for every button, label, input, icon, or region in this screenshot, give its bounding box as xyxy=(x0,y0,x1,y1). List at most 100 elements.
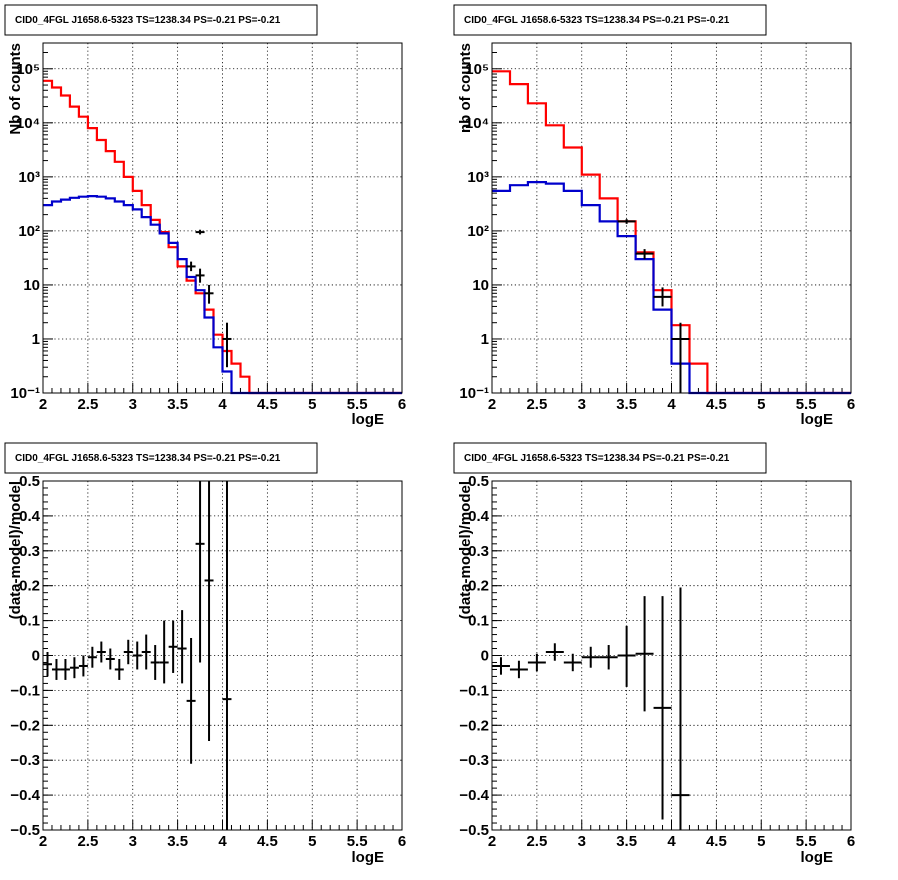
data-point xyxy=(195,268,205,283)
y-tick-label: −0.5 xyxy=(459,822,489,839)
data-point xyxy=(150,645,160,680)
plot-frame xyxy=(491,42,852,394)
y-axis-label: (data-model)/model xyxy=(7,481,24,619)
data-point xyxy=(141,634,151,670)
x-axis-label: logE xyxy=(352,849,385,866)
y-tick-label: −0.5 xyxy=(10,822,40,839)
data-point xyxy=(545,643,564,661)
y-tick-label: 1 xyxy=(32,331,40,348)
y-tick-label: −0.3 xyxy=(459,752,489,769)
model-source-histogram xyxy=(492,181,851,395)
data-point xyxy=(69,657,79,679)
y-tick-label: 0.2 xyxy=(468,578,489,595)
y-tick-label: 10⁴ xyxy=(465,115,489,132)
y-tick-label: 10² xyxy=(18,223,40,240)
tick-marks xyxy=(491,480,852,831)
x-tick-label: 3.5 xyxy=(167,396,188,413)
x-tick-label: 2.5 xyxy=(526,396,547,413)
x-tick-label: 4 xyxy=(667,396,676,413)
data-points xyxy=(492,587,690,830)
chart-title-box: CID0_4FGL J1658.6-5323 TS=1238.34 PS=-0.… xyxy=(4,442,318,474)
data-point xyxy=(60,658,70,680)
y-tick-label: 10³ xyxy=(467,169,489,186)
grid-lines xyxy=(43,43,402,393)
chart-title: CID0_4FGL J1658.6-5323 TS=1238.34 PS=-0.… xyxy=(464,15,730,26)
y-tick-label: 10 xyxy=(23,277,40,294)
x-tick-label: 2.5 xyxy=(77,833,98,850)
x-tick-label: 3.5 xyxy=(616,833,637,850)
x-tick-label: 5 xyxy=(308,833,316,850)
data-point xyxy=(222,322,232,368)
x-tick-label: 6 xyxy=(847,833,855,850)
x-tick-label: 4.5 xyxy=(257,833,278,850)
data-point xyxy=(78,655,88,677)
x-tick-label: 3 xyxy=(129,396,137,413)
data-point xyxy=(527,653,546,672)
x-tick-label: 3 xyxy=(578,833,586,850)
x-axis-label: logE xyxy=(801,411,834,428)
x-tick-label: 5.5 xyxy=(347,396,368,413)
y-tick-label: 10⁻¹ xyxy=(10,385,40,402)
y-tick-label: −0.2 xyxy=(459,717,489,734)
data-point xyxy=(653,596,672,820)
y-tick-label: 0.1 xyxy=(468,613,489,630)
data-point xyxy=(671,322,690,393)
chart-panel-4: CID0_4FGL J1658.6-5323 TS=1238.34 PS=-0.… xyxy=(453,442,855,866)
data-point xyxy=(168,620,178,673)
y-tick-label: 0.5 xyxy=(468,473,489,490)
plot-frame xyxy=(42,480,403,831)
y-axis-label: nb of counts xyxy=(457,43,474,133)
data-point xyxy=(43,652,52,677)
y-tick-label: 10⁵ xyxy=(465,61,489,78)
y-tick-label: 1 xyxy=(481,331,489,348)
x-tick-label: 3 xyxy=(578,396,586,413)
data-point xyxy=(492,657,510,675)
y-axis-label: (data-model)/model xyxy=(457,481,474,619)
chart-title-box: CID0_4FGL J1658.6-5323 TS=1238.34 PS=-0.… xyxy=(4,4,318,36)
y-tick-label: 0 xyxy=(481,648,489,665)
y-tick-label: 0.5 xyxy=(19,473,40,490)
x-tick-label: 6 xyxy=(398,396,406,413)
grid-lines xyxy=(43,481,402,830)
y-tick-label: 10² xyxy=(467,223,489,240)
chart-title: CID0_4FGL J1658.6-5323 TS=1238.34 PS=-0.… xyxy=(15,453,281,464)
x-tick-label: 5 xyxy=(757,396,765,413)
grid-lines xyxy=(492,481,851,830)
chart-title: CID0_4FGL J1658.6-5323 TS=1238.34 PS=-0.… xyxy=(15,15,281,26)
data-point xyxy=(132,641,142,670)
data-point xyxy=(204,284,214,304)
x-tick-label: 4 xyxy=(218,396,227,413)
chart-title: CID0_4FGL J1658.6-5323 TS=1238.34 PS=-0.… xyxy=(464,453,730,464)
data-point xyxy=(509,660,528,679)
y-tick-label: 0.2 xyxy=(19,578,40,595)
plot-frame xyxy=(491,480,852,831)
x-axis-label: logE xyxy=(801,849,834,866)
x-tick-label: 2 xyxy=(39,833,47,850)
data-point xyxy=(617,625,636,687)
data-point xyxy=(123,639,133,665)
plot-frame xyxy=(42,42,403,394)
data-point xyxy=(222,481,232,830)
y-tick-label: 0 xyxy=(32,648,40,665)
x-tick-label: 5 xyxy=(308,396,316,413)
data-point xyxy=(671,587,690,830)
y-tick-label: 10 xyxy=(472,277,489,294)
data-point xyxy=(653,287,672,307)
data-point xyxy=(635,249,654,260)
data-points xyxy=(186,229,232,368)
y-tick-label: 0.4 xyxy=(19,508,41,525)
data-point xyxy=(635,596,654,712)
data-point xyxy=(96,641,106,663)
x-tick-label: 4.5 xyxy=(706,833,727,850)
y-axis-label: Nb of counts xyxy=(7,43,24,135)
chart-panel-3: CID0_4FGL J1658.6-5323 TS=1238.34 PS=-0.… xyxy=(4,442,406,866)
data-point xyxy=(195,481,205,663)
x-tick-label: 3.5 xyxy=(616,396,637,413)
y-tick-label: 0.1 xyxy=(19,613,40,630)
y-tick-label: −0.4 xyxy=(459,787,489,804)
data-point xyxy=(186,261,196,272)
x-tick-label: 5.5 xyxy=(347,833,368,850)
data-point xyxy=(581,646,600,668)
x-tick-label: 2.5 xyxy=(77,396,98,413)
y-tick-label: −0.2 xyxy=(10,717,40,734)
